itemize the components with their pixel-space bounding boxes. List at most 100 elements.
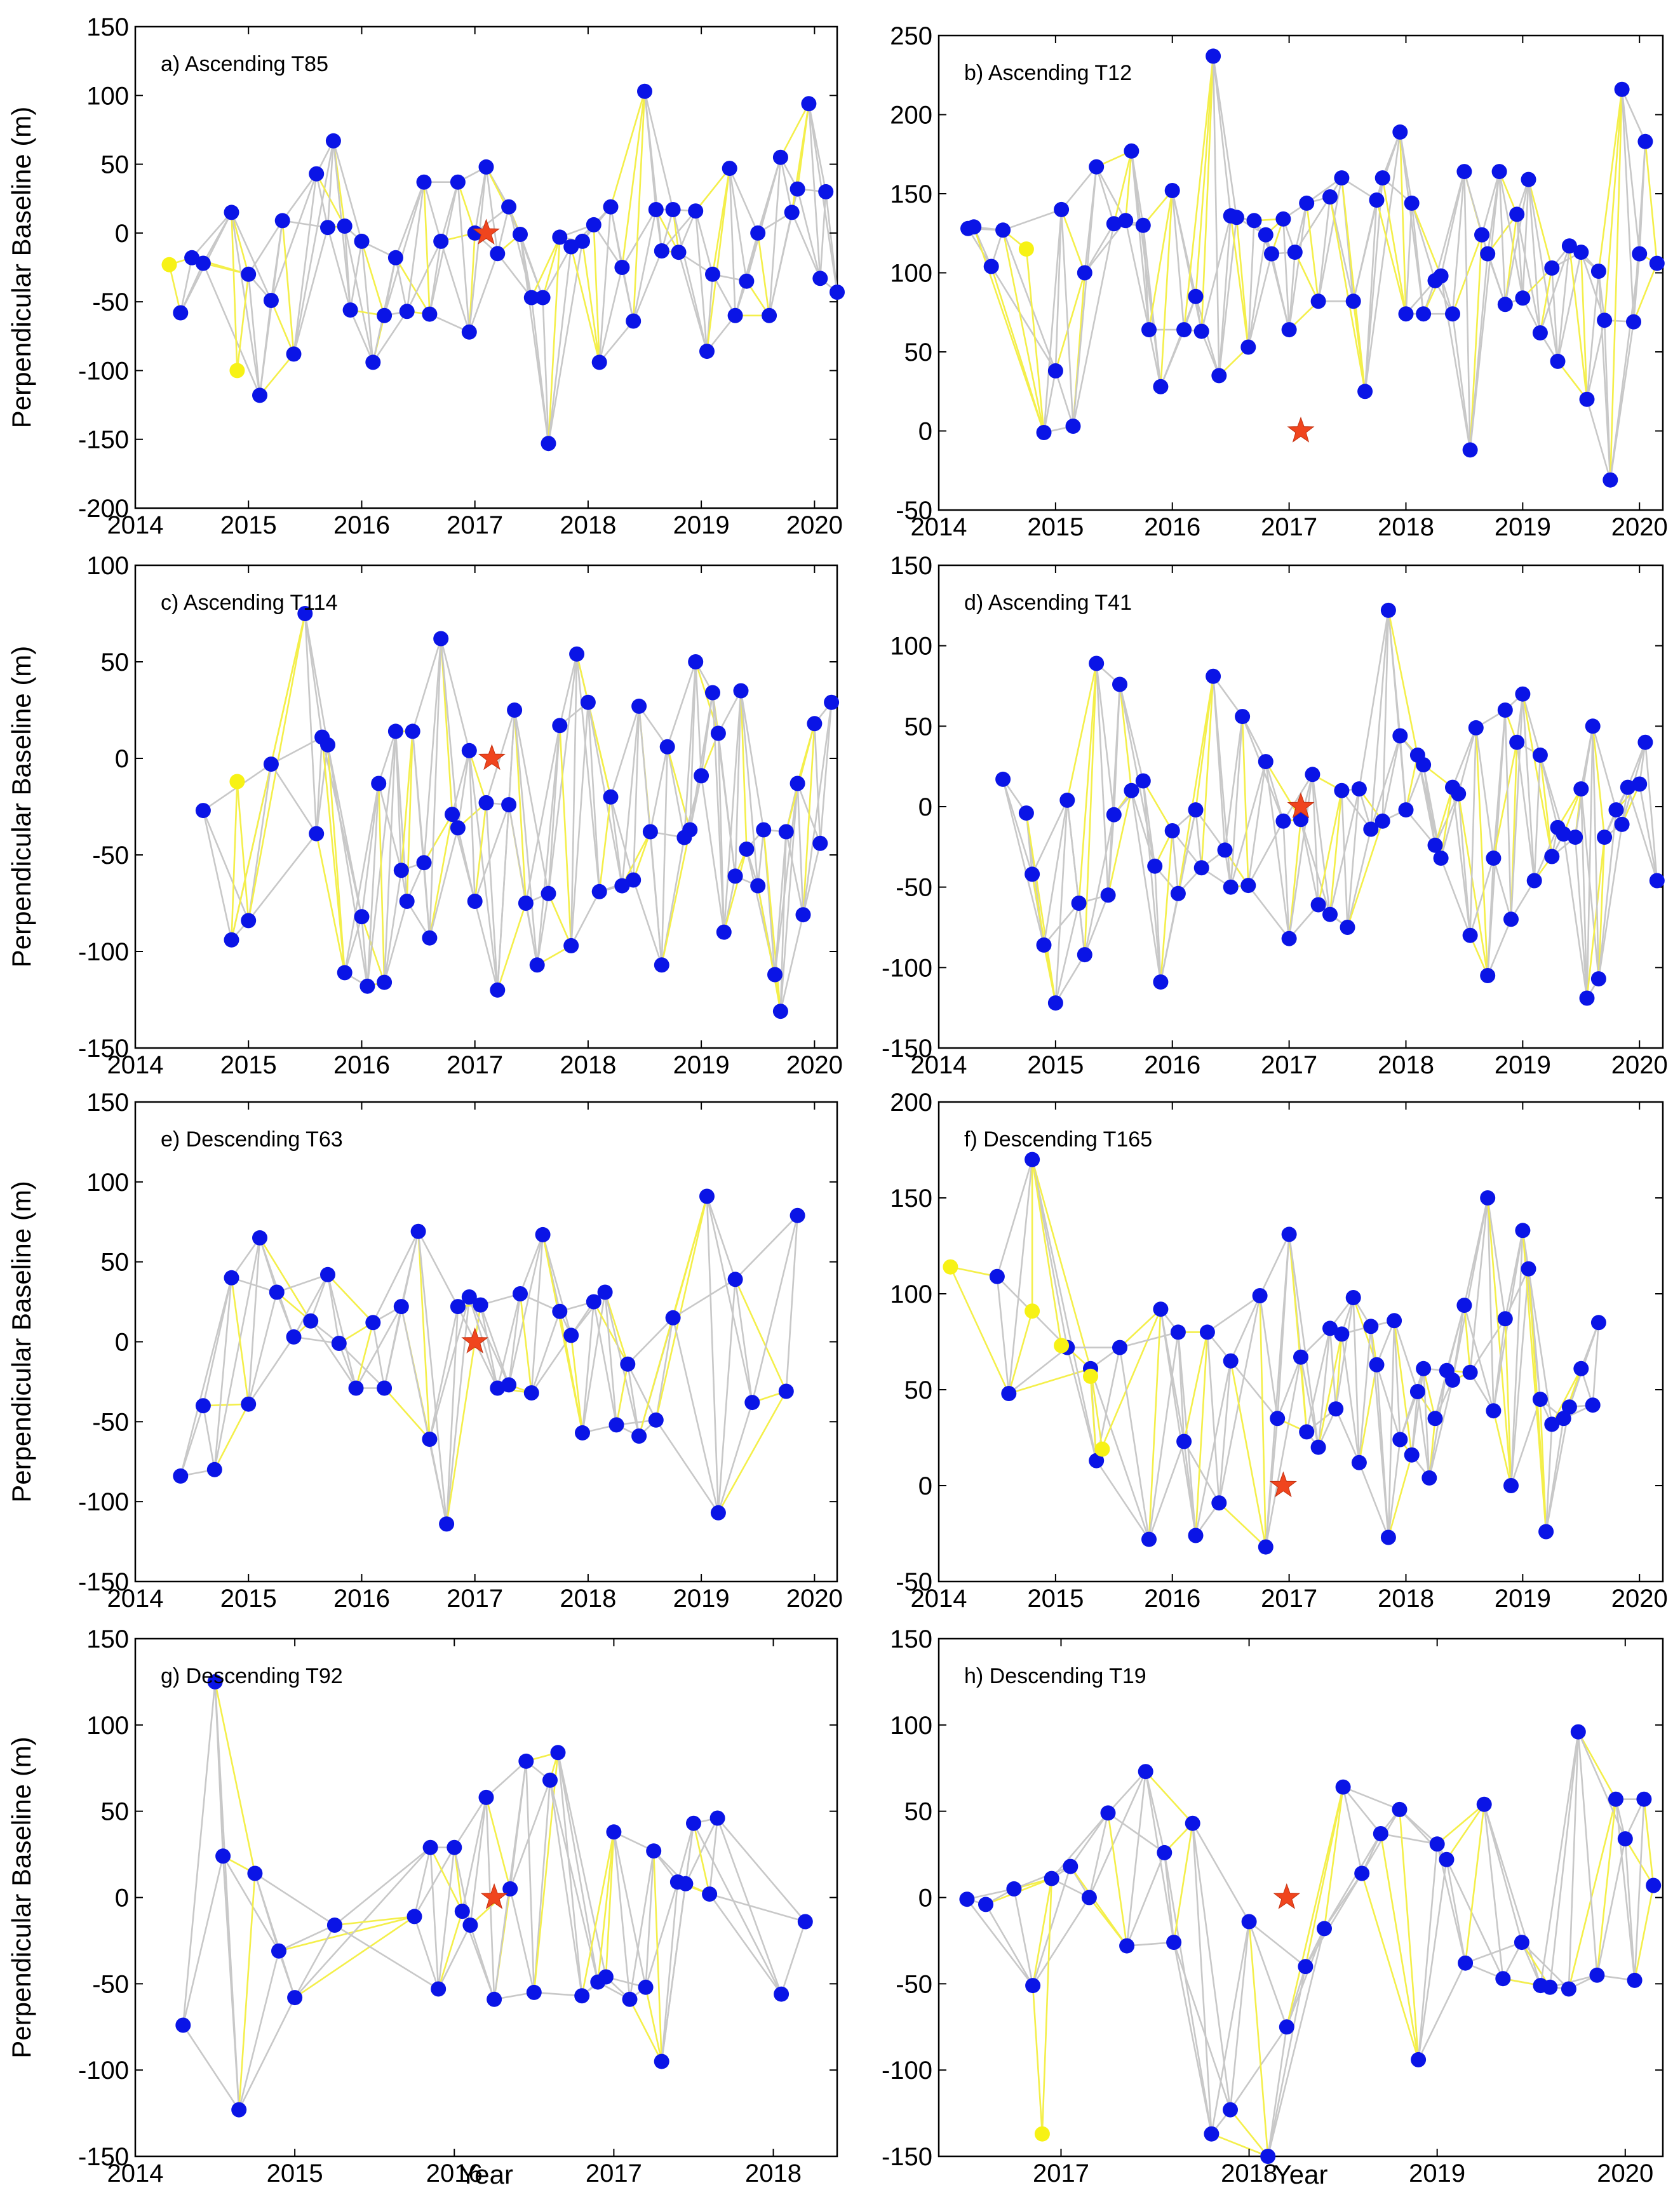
network-edge-yellow xyxy=(453,1846,464,1912)
network-edge xyxy=(1195,809,1202,869)
acquisition-point xyxy=(1561,238,1577,254)
acquisition-point xyxy=(1398,802,1414,818)
network-edge xyxy=(966,1898,1034,1987)
network-edge xyxy=(1615,1798,1636,1982)
acquisition-point xyxy=(271,1943,286,1959)
network-edge xyxy=(1417,1843,1438,2061)
network-edge xyxy=(1142,224,1162,388)
network-edge-yellow xyxy=(1329,196,1366,393)
acquisition-point xyxy=(631,1428,647,1444)
network-edge-yellow xyxy=(1241,715,1249,887)
acquisition-point xyxy=(1176,322,1192,338)
network-edge xyxy=(413,1846,431,1918)
network-edge xyxy=(429,1438,448,1525)
reference-star-icon xyxy=(1273,1883,1301,1909)
acquisition-point xyxy=(1387,1313,1402,1329)
network-edge xyxy=(1504,1230,1524,1320)
acquisition-point xyxy=(552,1303,568,1319)
network-edge-yellow xyxy=(1211,2133,1269,2158)
acquisition-point xyxy=(1188,1528,1204,1543)
acquisition-point xyxy=(591,354,607,370)
network-edge xyxy=(575,653,601,893)
network-edge-yellow xyxy=(655,1195,708,1421)
acquisition-point xyxy=(1153,379,1169,394)
network-edge xyxy=(507,1233,544,1386)
network-edge xyxy=(1522,178,1529,299)
acquisition-point xyxy=(1392,1801,1408,1817)
network-edge-yellow xyxy=(1644,140,1658,264)
acquisition-point xyxy=(320,1266,335,1282)
acquisition-point xyxy=(1373,1826,1388,1841)
acquisition-point xyxy=(716,924,732,940)
network-edge xyxy=(1592,725,1617,811)
acquisition-point xyxy=(1166,1935,1182,1951)
acquisition-point xyxy=(1542,1979,1558,1995)
acquisition-point xyxy=(1310,293,1326,309)
network-edge xyxy=(349,240,363,311)
acquisition-point xyxy=(682,822,698,838)
network-edge xyxy=(610,705,640,798)
network-edge xyxy=(1469,727,1477,936)
acquisition-point xyxy=(303,1313,319,1329)
network-edge xyxy=(1376,1364,1401,1441)
network-edge xyxy=(1224,715,1244,851)
network-edge-yellow xyxy=(734,1279,788,1392)
acquisition-point xyxy=(1392,124,1408,140)
x-tick-label: 2019 xyxy=(1495,513,1551,541)
network-edge xyxy=(1051,1812,1109,1879)
acquisition-point xyxy=(490,982,506,998)
panel-title: f) Descending T165 xyxy=(964,1127,1152,1152)
acquisition-point xyxy=(1185,1815,1200,1831)
acquisition-point xyxy=(654,243,669,259)
network-edge xyxy=(1483,1803,1504,1980)
network-edge xyxy=(496,1293,521,1389)
acquisition-point xyxy=(387,723,403,739)
network-edge xyxy=(1540,1731,1580,1987)
network-edge-yellow xyxy=(587,701,612,798)
acquisition-point xyxy=(1532,747,1548,763)
acquisition-point xyxy=(591,883,607,899)
network-edge xyxy=(533,1779,551,1994)
network-edge xyxy=(694,210,708,353)
y-tick-label: 150 xyxy=(86,1625,129,1653)
network-edge xyxy=(643,90,663,252)
network-edge-yellow xyxy=(1002,229,1045,434)
acquisition-point xyxy=(1217,842,1233,858)
acquisition-point xyxy=(790,776,805,791)
acquisition-point xyxy=(274,213,290,229)
y-tick-label: 150 xyxy=(890,552,932,580)
acquisition-point xyxy=(727,868,743,884)
acquisition-point xyxy=(1223,2102,1238,2118)
acquisition-point xyxy=(575,233,590,249)
network-edge-yellow xyxy=(231,781,238,940)
acquisition-point xyxy=(1345,293,1361,309)
network-edge xyxy=(706,1195,753,1404)
acquisition-point xyxy=(1054,201,1070,217)
network-edge xyxy=(1148,328,1162,388)
acquisition-point xyxy=(348,1380,364,1396)
network-edge xyxy=(383,900,408,983)
acquisition-point xyxy=(1089,1453,1105,1468)
network-edge xyxy=(344,916,363,974)
acquisition-point xyxy=(1476,1796,1492,1812)
acquisition-point xyxy=(1590,264,1606,279)
acquisition-point xyxy=(405,723,420,739)
acquisition-point xyxy=(694,768,709,784)
acquisition-point xyxy=(1411,2052,1427,2067)
network-edge xyxy=(1131,789,1156,867)
x-tick-label: 2018 xyxy=(560,1585,616,1613)
network-edge xyxy=(1084,814,1115,956)
network-edge xyxy=(1317,1327,1331,1448)
network-edge-yellow xyxy=(1347,820,1383,929)
panel-title: g) Descending T92 xyxy=(161,1664,343,1688)
acquisition-point xyxy=(1503,911,1519,927)
acquisition-point xyxy=(1164,183,1180,198)
network-edge-yellow xyxy=(394,257,431,315)
network-edge xyxy=(485,166,499,255)
network-edge xyxy=(417,1230,459,1308)
network-edge xyxy=(406,181,425,312)
network-edge xyxy=(542,246,572,299)
network-edge xyxy=(509,1888,535,1994)
x-tick-label: 2020 xyxy=(1611,1585,1668,1613)
acquisition-points xyxy=(960,48,1665,488)
